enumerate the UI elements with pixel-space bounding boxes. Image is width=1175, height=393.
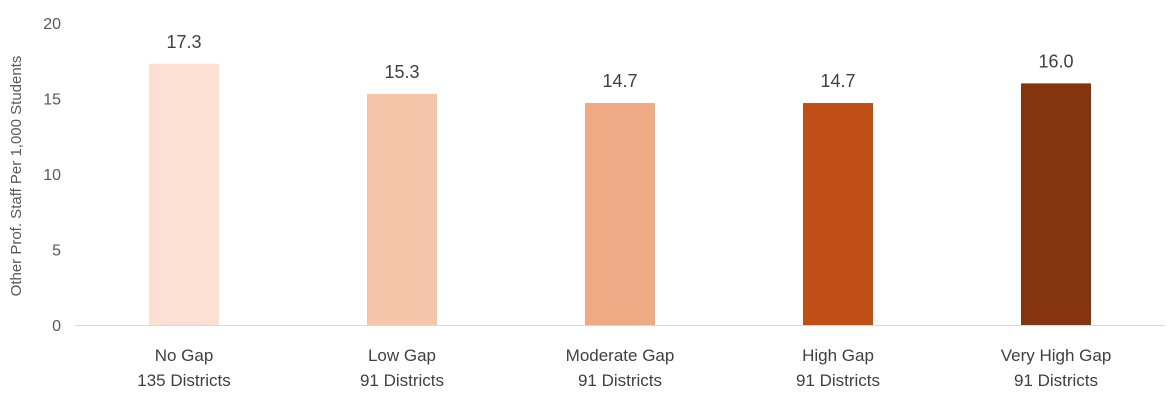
data-labels: 17.3 15.3 14.7 14.7 16.0 <box>166 32 1073 91</box>
data-label: 14.7 <box>820 71 855 91</box>
y-tick-label: 10 <box>43 167 61 184</box>
x-tick-label: No Gap <box>155 346 214 365</box>
y-tick-label: 20 <box>43 16 61 33</box>
x-tick-label: Very High Gap <box>1001 346 1112 365</box>
x-tick-label: Moderate Gap <box>566 346 675 365</box>
x-tick-label: Low Gap <box>368 346 436 365</box>
bar <box>585 103 655 325</box>
y-axis-label: Other Prof. Staff Per 1,000 Students <box>8 56 25 297</box>
x-axis-labels: No Gap 135 Districts Low Gap 91 Districts Mo… <box>137 346 1111 390</box>
x-tick-sublabel: 91 Districts <box>796 371 880 390</box>
data-label: 14.7 <box>602 71 637 91</box>
data-label: 17.3 <box>166 32 201 52</box>
y-tick-label: 15 <box>43 92 61 109</box>
y-axis-ticks: 0 5 10 15 20 <box>43 16 61 335</box>
bar <box>367 93 437 325</box>
bars <box>149 63 1091 326</box>
bar <box>149 63 219 326</box>
x-tick-sublabel: 91 Districts <box>1014 371 1098 390</box>
x-tick-sublabel: 91 Districts <box>360 371 444 390</box>
data-label: 16.0 <box>1038 51 1073 71</box>
y-tick-label: 0 <box>52 318 61 335</box>
x-tick-sublabel: 91 Districts <box>578 371 662 390</box>
bar <box>803 103 873 325</box>
bar <box>1021 83 1091 326</box>
y-tick-label: 5 <box>52 243 61 260</box>
data-label: 15.3 <box>384 62 419 82</box>
x-tick-label: High Gap <box>802 346 874 365</box>
x-tick-sublabel: 135 Districts <box>137 371 231 390</box>
